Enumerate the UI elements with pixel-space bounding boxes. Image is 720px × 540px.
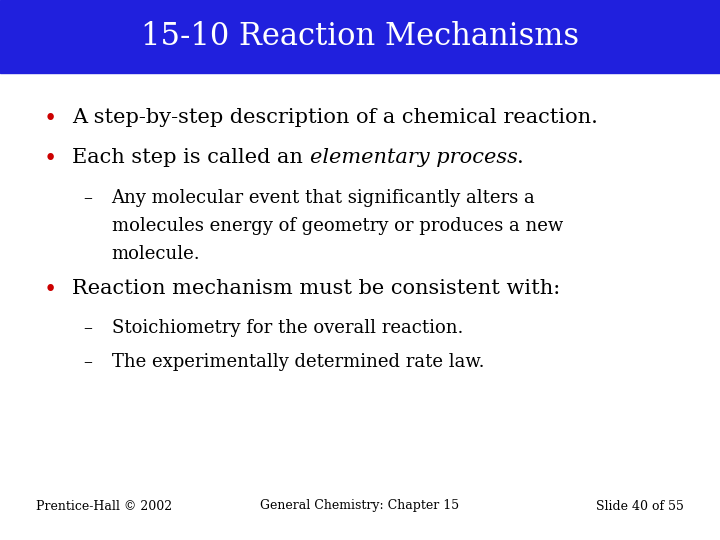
Text: A step-by-step description of a chemical reaction.: A step-by-step description of a chemical… [72, 108, 598, 127]
Text: •: • [43, 148, 56, 171]
Text: Stoichiometry for the overall reaction.: Stoichiometry for the overall reaction. [112, 319, 463, 337]
Text: –: – [83, 353, 91, 370]
Text: Prentice-Hall © 2002: Prentice-Hall © 2002 [36, 500, 172, 512]
Text: Any molecular event that significantly alters a: Any molecular event that significantly a… [112, 189, 536, 207]
Text: molecules energy of geometry or produces a new: molecules energy of geometry or produces… [112, 217, 563, 235]
Text: –: – [83, 189, 91, 207]
Text: Slide 40 of 55: Slide 40 of 55 [596, 500, 684, 512]
Text: The experimentally determined rate law.: The experimentally determined rate law. [112, 353, 484, 370]
Text: •: • [43, 279, 56, 301]
Text: Reaction mechanism must be consistent with:: Reaction mechanism must be consistent wi… [72, 279, 560, 298]
Text: molecule.: molecule. [112, 245, 200, 263]
Text: •: • [43, 108, 56, 130]
Text: 15-10 Reaction Mechanisms: 15-10 Reaction Mechanisms [141, 21, 579, 52]
Text: elementary process: elementary process [310, 148, 518, 167]
Text: .: . [518, 148, 524, 167]
Text: –: – [83, 319, 91, 337]
Text: Each step is called an: Each step is called an [72, 148, 310, 167]
Text: General Chemistry: Chapter 15: General Chemistry: Chapter 15 [261, 500, 459, 512]
